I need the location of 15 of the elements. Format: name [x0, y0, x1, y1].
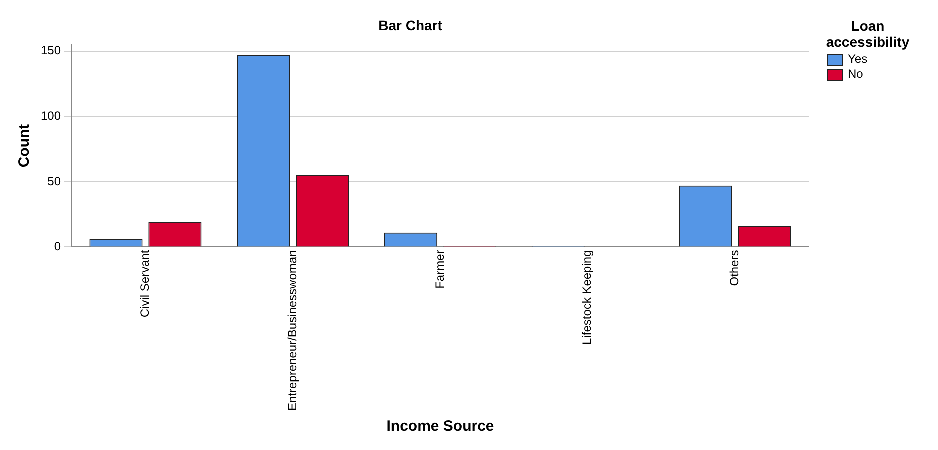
legend-label: No — [848, 67, 864, 82]
y-tick-label: 100 — [40, 108, 62, 123]
chart-title: Bar Chart — [378, 17, 443, 34]
x-tick-label: Others — [728, 250, 742, 286]
legend-label: Yes — [848, 52, 868, 67]
y-tick-label: 150 — [40, 44, 62, 58]
x-tick-label: Lifestock Keeping — [580, 250, 594, 345]
y-tick-label: 0 — [54, 240, 62, 254]
x-tick-label: Civil Servant — [138, 250, 152, 318]
y-tick-label: 50 — [48, 174, 62, 188]
legend-title: Loan accessibility — [825, 18, 911, 50]
x-axis-title: Income Source — [386, 418, 494, 436]
y-axis-title: Count — [16, 124, 34, 168]
x-tick-label: Farmer — [432, 250, 447, 289]
x-tick-label: Entrepreneur/Businesswoman — [285, 250, 300, 412]
